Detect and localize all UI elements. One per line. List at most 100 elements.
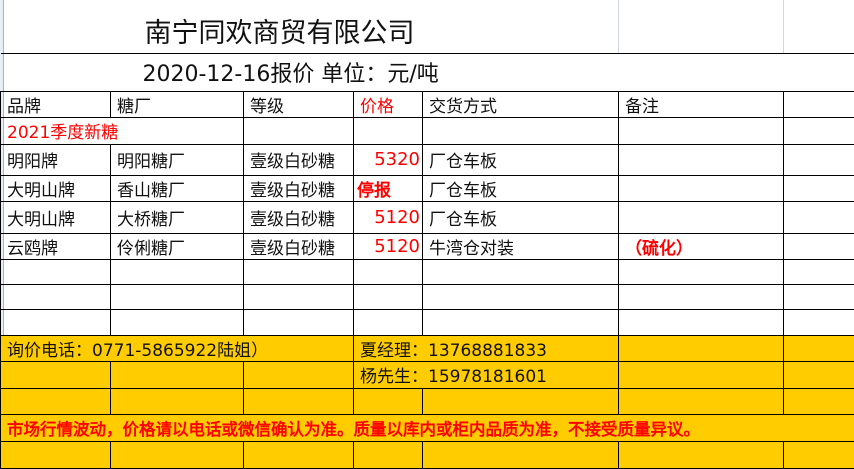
cell[interactable] xyxy=(784,259,854,284)
cell[interactable] xyxy=(244,259,354,284)
cell[interactable] xyxy=(423,117,619,144)
cell[interactable] xyxy=(423,259,619,284)
cell[interactable] xyxy=(784,361,854,388)
cell[interactable] xyxy=(784,91,854,117)
delivery-cell[interactable]: 牛湾仓对装 xyxy=(423,233,619,259)
cell[interactable] xyxy=(423,441,619,468)
note-cell[interactable] xyxy=(619,175,784,201)
cell[interactable] xyxy=(619,388,784,414)
cell[interactable] xyxy=(1,259,111,284)
note-cell[interactable] xyxy=(619,201,784,233)
price-cell[interactable]: 5320 xyxy=(354,144,423,175)
cell[interactable] xyxy=(784,441,854,468)
price-cell[interactable]: 5120 xyxy=(354,201,423,233)
header-mill[interactable]: 糖厂 xyxy=(111,91,244,117)
cell[interactable] xyxy=(354,441,423,468)
cell[interactable] xyxy=(619,284,784,309)
cell[interactable] xyxy=(784,233,854,259)
cell[interactable] xyxy=(354,117,423,144)
cell[interactable] xyxy=(619,335,784,361)
market-notice[interactable]: 市场行情波动，价格请以电话或微信确认为准。质量以库内或柜内品质为准，不接受质量异… xyxy=(1,414,854,441)
inquiry-phone[interactable]: 询价电话：0771-5865922陆姐） xyxy=(1,335,354,361)
contact-mr-yang[interactable]: 杨先生：15978181601 xyxy=(354,361,619,388)
grade-cell[interactable]: 壹级白砂糖 xyxy=(244,175,354,201)
cell[interactable] xyxy=(111,284,244,309)
cell[interactable] xyxy=(784,335,854,361)
cell[interactable] xyxy=(619,361,784,388)
header-note[interactable]: 备注 xyxy=(619,91,784,117)
mill-cell[interactable]: 明阳糖厂 xyxy=(111,144,244,175)
cell[interactable] xyxy=(784,175,854,201)
delivery-cell[interactable]: 厂仓车板 xyxy=(423,144,619,175)
cell[interactable] xyxy=(619,309,784,335)
cell[interactable] xyxy=(111,259,244,284)
mill-cell[interactable]: 香山糖厂 xyxy=(111,175,244,201)
table-row: 大明山牌 香山糖厂 壹级白砂糖 停报 厂仓车板 xyxy=(1,175,854,201)
cell[interactable] xyxy=(354,259,423,284)
cell[interactable] xyxy=(619,0,784,53)
quote-date-unit[interactable]: 2020-12-16报价 单位：元/吨 xyxy=(1,53,854,91)
cell[interactable] xyxy=(244,388,354,414)
header-row: 品牌 糖厂 等级 价格 交货方式 备注 xyxy=(1,91,854,117)
cell[interactable] xyxy=(111,361,244,388)
section-label[interactable]: 2021季度新糖 xyxy=(1,117,244,144)
cell[interactable] xyxy=(784,201,854,233)
table-row: 明阳牌 明阳糖厂 壹级白砂糖 5320 厂仓车板 xyxy=(1,144,854,175)
cell[interactable] xyxy=(1,441,111,468)
cell[interactable] xyxy=(111,309,244,335)
cell[interactable] xyxy=(784,117,854,144)
empty-row xyxy=(1,309,854,335)
cell[interactable] xyxy=(619,441,784,468)
brand-cell[interactable]: 云鸥牌 xyxy=(1,233,111,259)
header-brand[interactable]: 品牌 xyxy=(1,91,111,117)
cell[interactable] xyxy=(244,441,354,468)
cell[interactable] xyxy=(784,309,854,335)
cell[interactable] xyxy=(111,388,244,414)
mill-cell[interactable]: 伶俐糖厂 xyxy=(111,233,244,259)
brand-cell[interactable]: 大明山牌 xyxy=(1,201,111,233)
cell[interactable] xyxy=(1,361,111,388)
cell[interactable] xyxy=(1,284,111,309)
note-cell[interactable] xyxy=(619,144,784,175)
brand-cell[interactable]: 明阳牌 xyxy=(1,144,111,175)
cell[interactable] xyxy=(784,388,854,414)
brand-cell[interactable]: 大明山牌 xyxy=(1,175,111,201)
cell[interactable] xyxy=(244,117,354,144)
header-price[interactable]: 价格 xyxy=(354,91,423,117)
company-title[interactable]: 南宁同欢商贸有限公司 xyxy=(1,0,619,53)
cell[interactable] xyxy=(244,284,354,309)
table-row: 云鸥牌 伶俐糖厂 壹级白砂糖 5120 牛湾仓对装 （硫化） xyxy=(1,233,854,259)
table-row: 大明山牌 大桥糖厂 壹级白砂糖 5120 厂仓车板 xyxy=(1,201,854,233)
grade-cell[interactable]: 壹级白砂糖 xyxy=(244,233,354,259)
cell[interactable] xyxy=(244,361,354,388)
delivery-cell[interactable]: 厂仓车板 xyxy=(423,201,619,233)
cell[interactable] xyxy=(354,284,423,309)
note-cell[interactable]: （硫化） xyxy=(619,233,784,259)
cell[interactable] xyxy=(619,117,784,144)
empty-row xyxy=(1,284,854,309)
cell[interactable] xyxy=(423,284,619,309)
cell[interactable] xyxy=(784,284,854,309)
cell[interactable] xyxy=(111,441,244,468)
mill-cell[interactable]: 大桥糖厂 xyxy=(111,201,244,233)
price-cell[interactable]: 5120 xyxy=(354,233,423,259)
cell[interactable] xyxy=(244,309,354,335)
cell[interactable] xyxy=(619,259,784,284)
contact-manager-xia[interactable]: 夏经理：13768881833 xyxy=(354,335,619,361)
header-grade[interactable]: 等级 xyxy=(244,91,354,117)
cell[interactable] xyxy=(423,388,619,414)
grade-cell[interactable]: 壹级白砂糖 xyxy=(244,144,354,175)
cell[interactable] xyxy=(784,144,854,175)
cell[interactable] xyxy=(784,0,854,53)
cell[interactable] xyxy=(354,309,423,335)
grade-cell[interactable]: 壹级白砂糖 xyxy=(244,201,354,233)
delivery-cell[interactable]: 厂仓车板 xyxy=(423,175,619,201)
cell[interactable] xyxy=(1,309,111,335)
cell[interactable] xyxy=(354,388,423,414)
header-delivery[interactable]: 交货方式 xyxy=(423,91,619,117)
price-cell[interactable]: 停报 xyxy=(354,175,423,201)
empty-row xyxy=(1,259,854,284)
cell[interactable] xyxy=(1,388,111,414)
cell[interactable] xyxy=(423,309,619,335)
